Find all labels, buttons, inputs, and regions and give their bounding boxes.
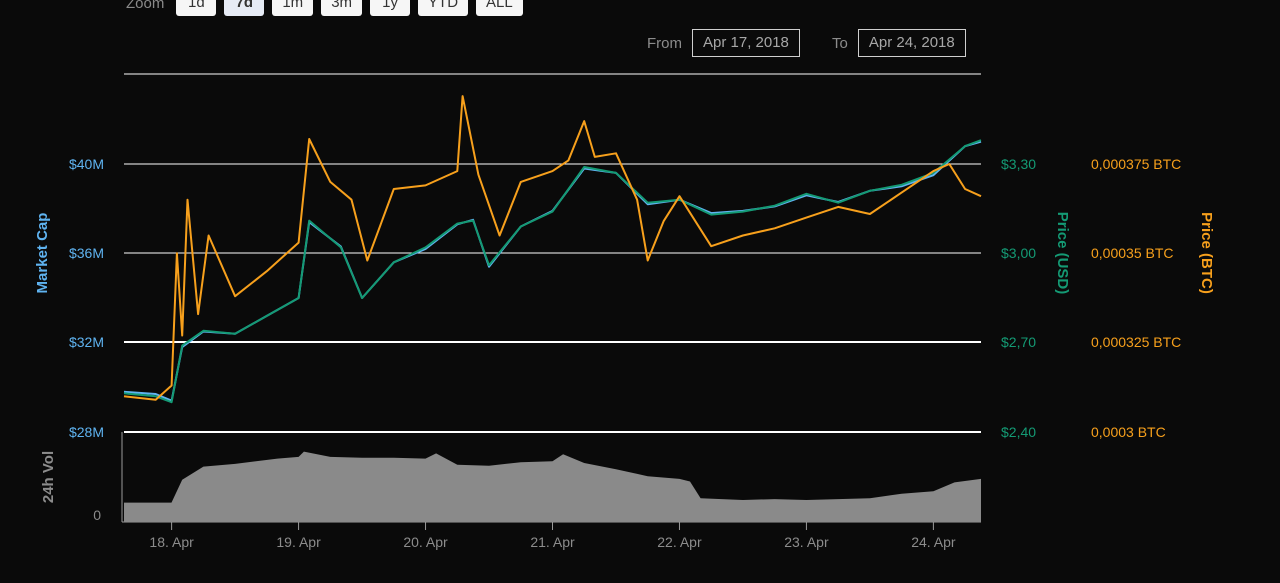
zoom-1y-button[interactable]: 1y [370,0,411,16]
price-btc-line [123,95,982,401]
price-btc-tick-label: 0,000375 BTC [1091,156,1181,172]
x-tick-label: 22. Apr [657,534,702,550]
market-cap-tick-label: $28M [69,424,104,440]
price-btc-tick-label: 0,000325 BTC [1091,334,1181,350]
price-usd-tick-label: $2,40 [1001,424,1036,440]
price-btc-tick-label: 0,0003 BTC [1091,424,1166,440]
x-tick-label: 18. Apr [149,534,194,550]
market-cap-tick-label: $40M [69,156,104,172]
volume-tick-label: 0 [93,507,101,523]
date-range-to: To Apr 24, 2018 [832,29,966,57]
to-date-input[interactable]: Apr 24, 2018 [857,29,966,57]
zoom-1m-button[interactable]: 1m [272,0,314,16]
zoom-controls: Zoom 1d 7d 1m 3m 1y YTD ALL [126,0,523,16]
market-cap-tick-label: $32M [69,334,104,350]
to-label: To [832,34,848,52]
zoom-all-button[interactable]: ALL [476,0,523,16]
zoom-ytd-button[interactable]: YTD [418,0,469,16]
market-cap-tick-label: $36M [69,245,104,261]
volume-area [124,451,981,522]
market-cap-line [123,140,982,402]
price-btc-axis-title: Price (BTC) [1198,212,1215,294]
market-cap-axis-title: Market Cap [34,213,51,294]
from-label: From [647,34,682,52]
volume-axis-title: 24h Vol [40,451,57,503]
price-usd-tick-label: $2,70 [1001,334,1036,350]
zoom-1d-button[interactable]: 1d [176,0,217,16]
from-date-input[interactable]: Apr 17, 2018 [692,29,800,57]
x-tick-label: 23. Apr [784,534,829,550]
price-btc-tick-label: 0,00035 BTC [1091,245,1174,261]
x-tick-label: 21. Apr [530,534,575,550]
price-usd-line [123,139,982,404]
zoom-label: Zoom [126,0,165,12]
zoom-3m-button[interactable]: 3m [321,0,363,16]
zoom-7d-button[interactable]: 7d [224,0,265,16]
price-usd-tick-label: $3,00 [1001,245,1036,261]
x-tick-label: 24. Apr [911,534,956,550]
price-usd-tick-label: $3,30 [1001,156,1036,172]
x-tick-label: 20. Apr [403,534,448,550]
price-usd-axis-title: Price (USD) [1054,212,1071,295]
x-tick-label: 19. Apr [276,534,321,550]
date-range-from: From Apr 17, 2018 [647,29,800,57]
